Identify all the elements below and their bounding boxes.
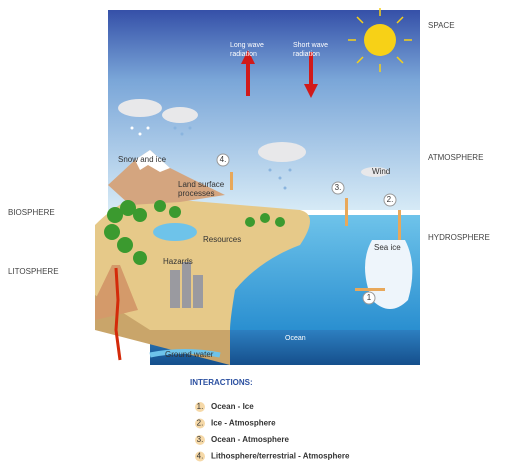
label: Short wave [293,42,328,49]
item-text: Lithosphere/terrestrial - Atmosphere [211,452,350,461]
item-text: Ice - Atmosphere [211,419,276,428]
label: Wind [372,167,390,176]
marker: 4. [220,155,227,164]
label: Sea ice [374,243,401,252]
label: radiation [230,51,257,58]
label: Resources [203,235,241,244]
interaction-list: 1. Ocean - Ice 2. Ice - Atmosphere 3. Ocean -… [195,402,350,462]
layer-label: ATMOSPHERE [428,153,483,162]
climate-diagram: 1 2. 3. 4. SPACE ATMOSPHERE HYDROSPHERE … [0,0,508,470]
label: Ocean [285,335,306,342]
interactions-title: INTERACTIONS: [190,378,253,387]
layer-label: LITOSPHERE [8,267,59,276]
layer-label: BIOSPHERE [8,208,55,217]
layer-label: HYDROSPHERE [428,233,490,242]
label: Land surface [178,180,225,189]
marker: 3. [335,183,342,192]
lake [153,223,197,241]
item-number: 1. [197,402,204,411]
label: Hazards [163,257,193,266]
label: Snow and ice [118,155,167,164]
item-number: 2. [197,419,204,428]
label: Long wave [230,42,264,49]
label: processes [178,189,214,198]
label: radiation [293,51,320,58]
item-number: 3. [197,435,204,444]
marker: 1 [367,293,372,302]
marker: 2. [387,195,394,204]
layer-label: SPACE [428,21,455,30]
item-number: 4. [197,452,204,461]
item-text: Ocean - Ice [211,402,254,411]
item-text: Ocean - Atmosphere [211,435,289,444]
label: Ground water [165,350,214,359]
